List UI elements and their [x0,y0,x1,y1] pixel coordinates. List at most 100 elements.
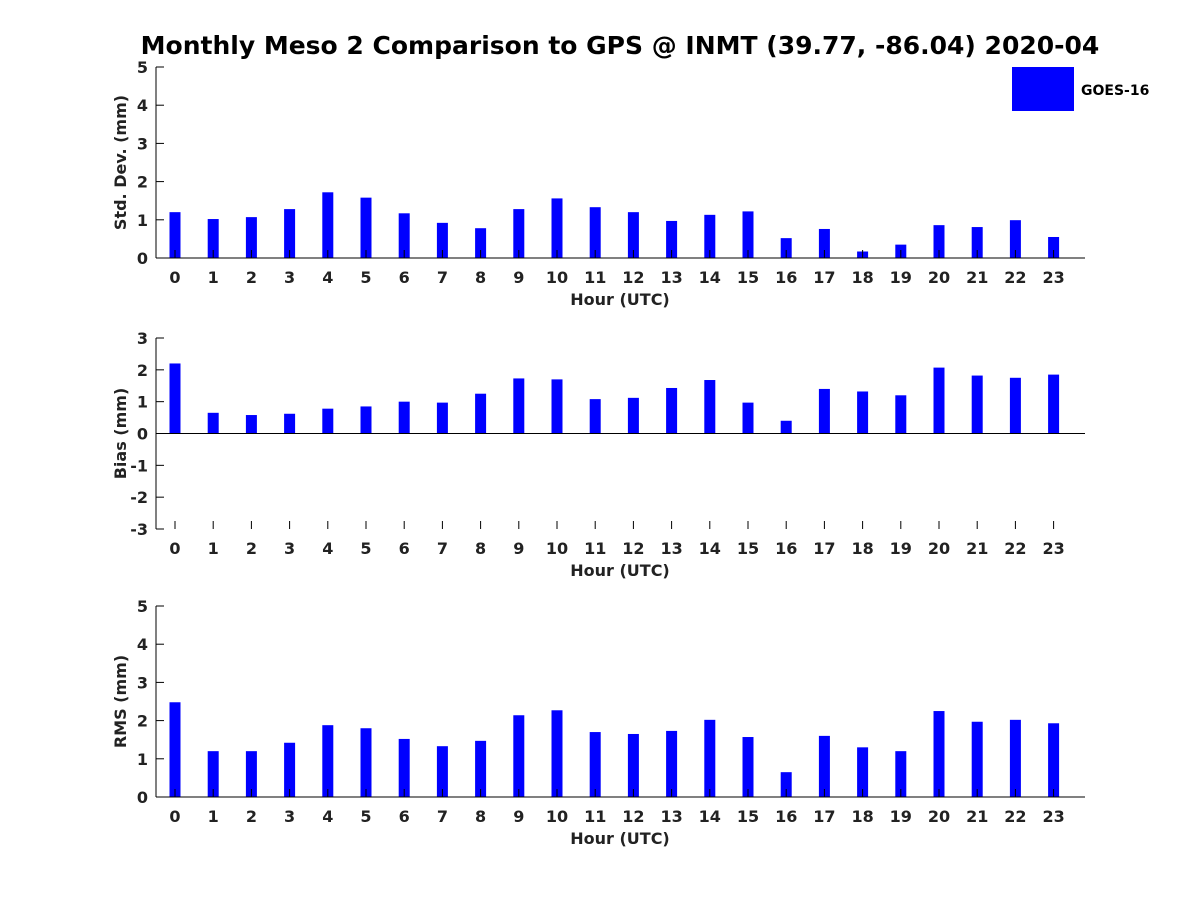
x-axis-label: Hour (UTC) [570,561,670,580]
x-tick-label: 12 [622,268,644,287]
x-tick-label: 1 [208,539,219,558]
bar [207,412,219,434]
bar [666,730,678,797]
x-tick-label: 7 [437,539,448,558]
x-tick-label: 5 [360,268,371,287]
bar [1048,374,1060,434]
bar [780,238,792,258]
y-tick-label: 0 [137,425,148,444]
x-tick-label: 3 [284,539,295,558]
x-tick-label: 16 [775,268,797,287]
bar [627,733,639,797]
x-tick-label: 14 [699,539,721,558]
x-tick-label: 0 [169,539,180,558]
y-tick-label: 3 [137,673,148,692]
y-tick-label: 5 [137,597,148,616]
x-tick-label: 17 [813,539,835,558]
bar [284,413,296,434]
bar [1048,723,1060,797]
bar [245,217,257,258]
bar [704,719,716,797]
x-tick-label: 11 [584,539,606,558]
bar [551,198,563,258]
x-tick-label: 20 [928,807,950,826]
x-tick-label: 2 [246,539,257,558]
bar [436,402,448,434]
x-tick-label: 8 [475,807,486,826]
bar [284,209,296,258]
y-tick-label: 2 [137,173,148,192]
x-tick-label: 16 [775,539,797,558]
x-tick-label: 7 [437,268,448,287]
bar [857,747,869,797]
x-tick-label: 6 [399,807,410,826]
bar [475,228,487,258]
x-tick-label: 9 [513,807,524,826]
y-axis-label: RMS (mm) [111,655,130,748]
bar [322,408,334,434]
x-tick-label: 18 [851,539,873,558]
x-tick-label: 12 [622,539,644,558]
x-tick-label: 23 [1042,539,1064,558]
bar [207,751,219,797]
x-tick-label: 13 [660,807,682,826]
x-tick-label: 18 [851,268,873,287]
bar [589,732,601,797]
x-tick-label: 22 [1004,807,1026,826]
y-tick-label: 2 [137,361,148,380]
x-tick-label: 4 [322,807,333,826]
bar [551,379,563,434]
bar [818,735,830,797]
bar [666,220,678,258]
bar [589,207,601,258]
y-tick-label: 4 [137,635,148,654]
bar [780,420,792,434]
bar [666,387,678,434]
x-tick-label: 23 [1042,268,1064,287]
x-tick-label: 21 [966,539,988,558]
bar [551,710,563,797]
bar [207,219,219,258]
x-tick-label: 9 [513,268,524,287]
y-tick-label: 3 [137,329,148,348]
bar [895,751,907,797]
x-tick-label: 19 [890,268,912,287]
chart-title: Monthly Meso 2 Comparison to GPS @ INMT … [141,31,1100,60]
x-tick-label: 2 [246,268,257,287]
x-tick-label: 3 [284,807,295,826]
bar [1009,719,1021,797]
bar [971,721,983,797]
y-tick-label: 0 [137,788,148,807]
bar [475,393,487,434]
bar [742,211,754,258]
x-tick-label: 13 [660,268,682,287]
bar [169,702,181,797]
bar [589,399,601,434]
bar [169,363,181,434]
x-tick-label: 10 [546,268,568,287]
bar [742,402,754,434]
y-tick-label: 1 [137,750,148,769]
x-tick-label: 15 [737,539,759,558]
y-tick-label: 1 [137,211,148,230]
x-tick-label: 21 [966,268,988,287]
legend-swatch [1012,67,1074,111]
x-tick-label: 19 [890,539,912,558]
bar [818,228,830,258]
bar [360,406,372,434]
x-tick-label: 9 [513,539,524,558]
y-tick-label: 1 [137,393,148,412]
bar [780,772,792,797]
x-tick-label: 11 [584,807,606,826]
bar [436,746,448,797]
bar [704,380,716,434]
x-tick-label: 1 [208,268,219,287]
x-tick-label: 15 [737,807,759,826]
x-tick-label: 14 [699,268,721,287]
x-tick-label: 23 [1042,807,1064,826]
bar [704,214,716,258]
y-axis-label: Std. Dev. (mm) [111,95,130,230]
y-tick-label: 4 [137,96,148,115]
